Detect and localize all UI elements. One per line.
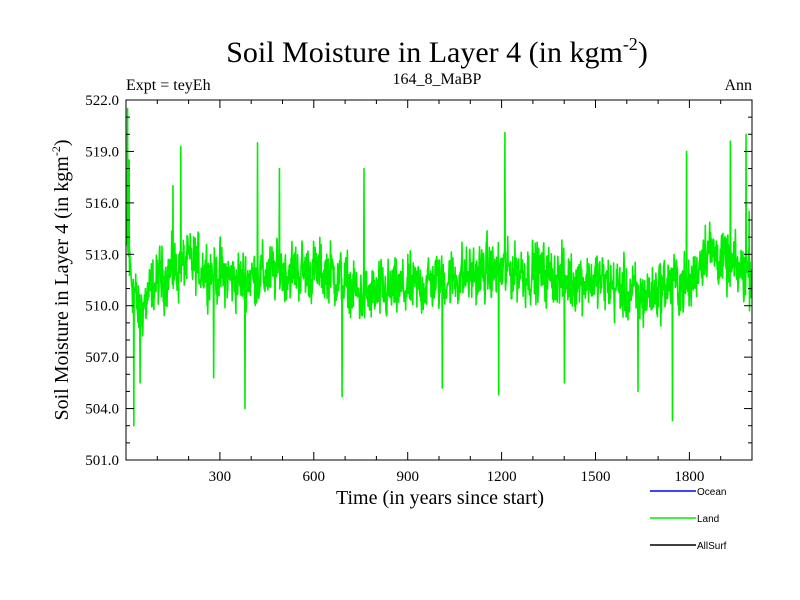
x-tick-label: 1200: [487, 469, 517, 485]
y-tick-label: 522.0: [85, 93, 119, 109]
x-tick-label: 1500: [581, 469, 611, 485]
period-label: 164_8_MaBP: [393, 71, 482, 88]
legend: Ocean Land AllSurf: [650, 487, 727, 552]
season-label: Ann: [724, 77, 752, 94]
y-tick-label: 507.0: [85, 350, 119, 366]
chart-title: Soil Moisture in Layer 4 (in kgm-2): [226, 34, 648, 69]
y-tick-label: 501.0: [85, 453, 119, 469]
y-tick-label: 516.0: [85, 196, 119, 212]
y-axis-label: Soil Moisture in Layer 4 (in kgm-2): [49, 139, 73, 420]
x-tick-label: 600: [303, 469, 326, 485]
experiment-label: Expt = teyEh: [126, 77, 211, 94]
y-axis-ticks: 501.0 504.0 507.0 510.0 513.0 516.0 519.0 522.0: [85, 93, 752, 469]
y-tick-label: 513.0: [85, 247, 119, 263]
legend-label-ocean: Ocean: [697, 487, 726, 498]
x-axis-label: Time (in years since start): [336, 487, 544, 509]
y-tick-label: 510.0: [85, 299, 119, 315]
series-line-land: [126, 107, 752, 427]
y-tick-label: 504.0: [85, 402, 119, 418]
y-tick-label: 519.0: [85, 144, 119, 160]
x-tick-label: 1800: [674, 469, 704, 485]
legend-label-allsurf: AllSurf: [697, 541, 727, 552]
x-tick-label: 900: [396, 469, 419, 485]
x-axis-ticks: 300 600 900 1200 1500 1800: [125, 100, 753, 485]
series-layer: [126, 107, 752, 427]
legend-label-land: Land: [697, 514, 719, 525]
x-tick-label: 300: [209, 469, 232, 485]
